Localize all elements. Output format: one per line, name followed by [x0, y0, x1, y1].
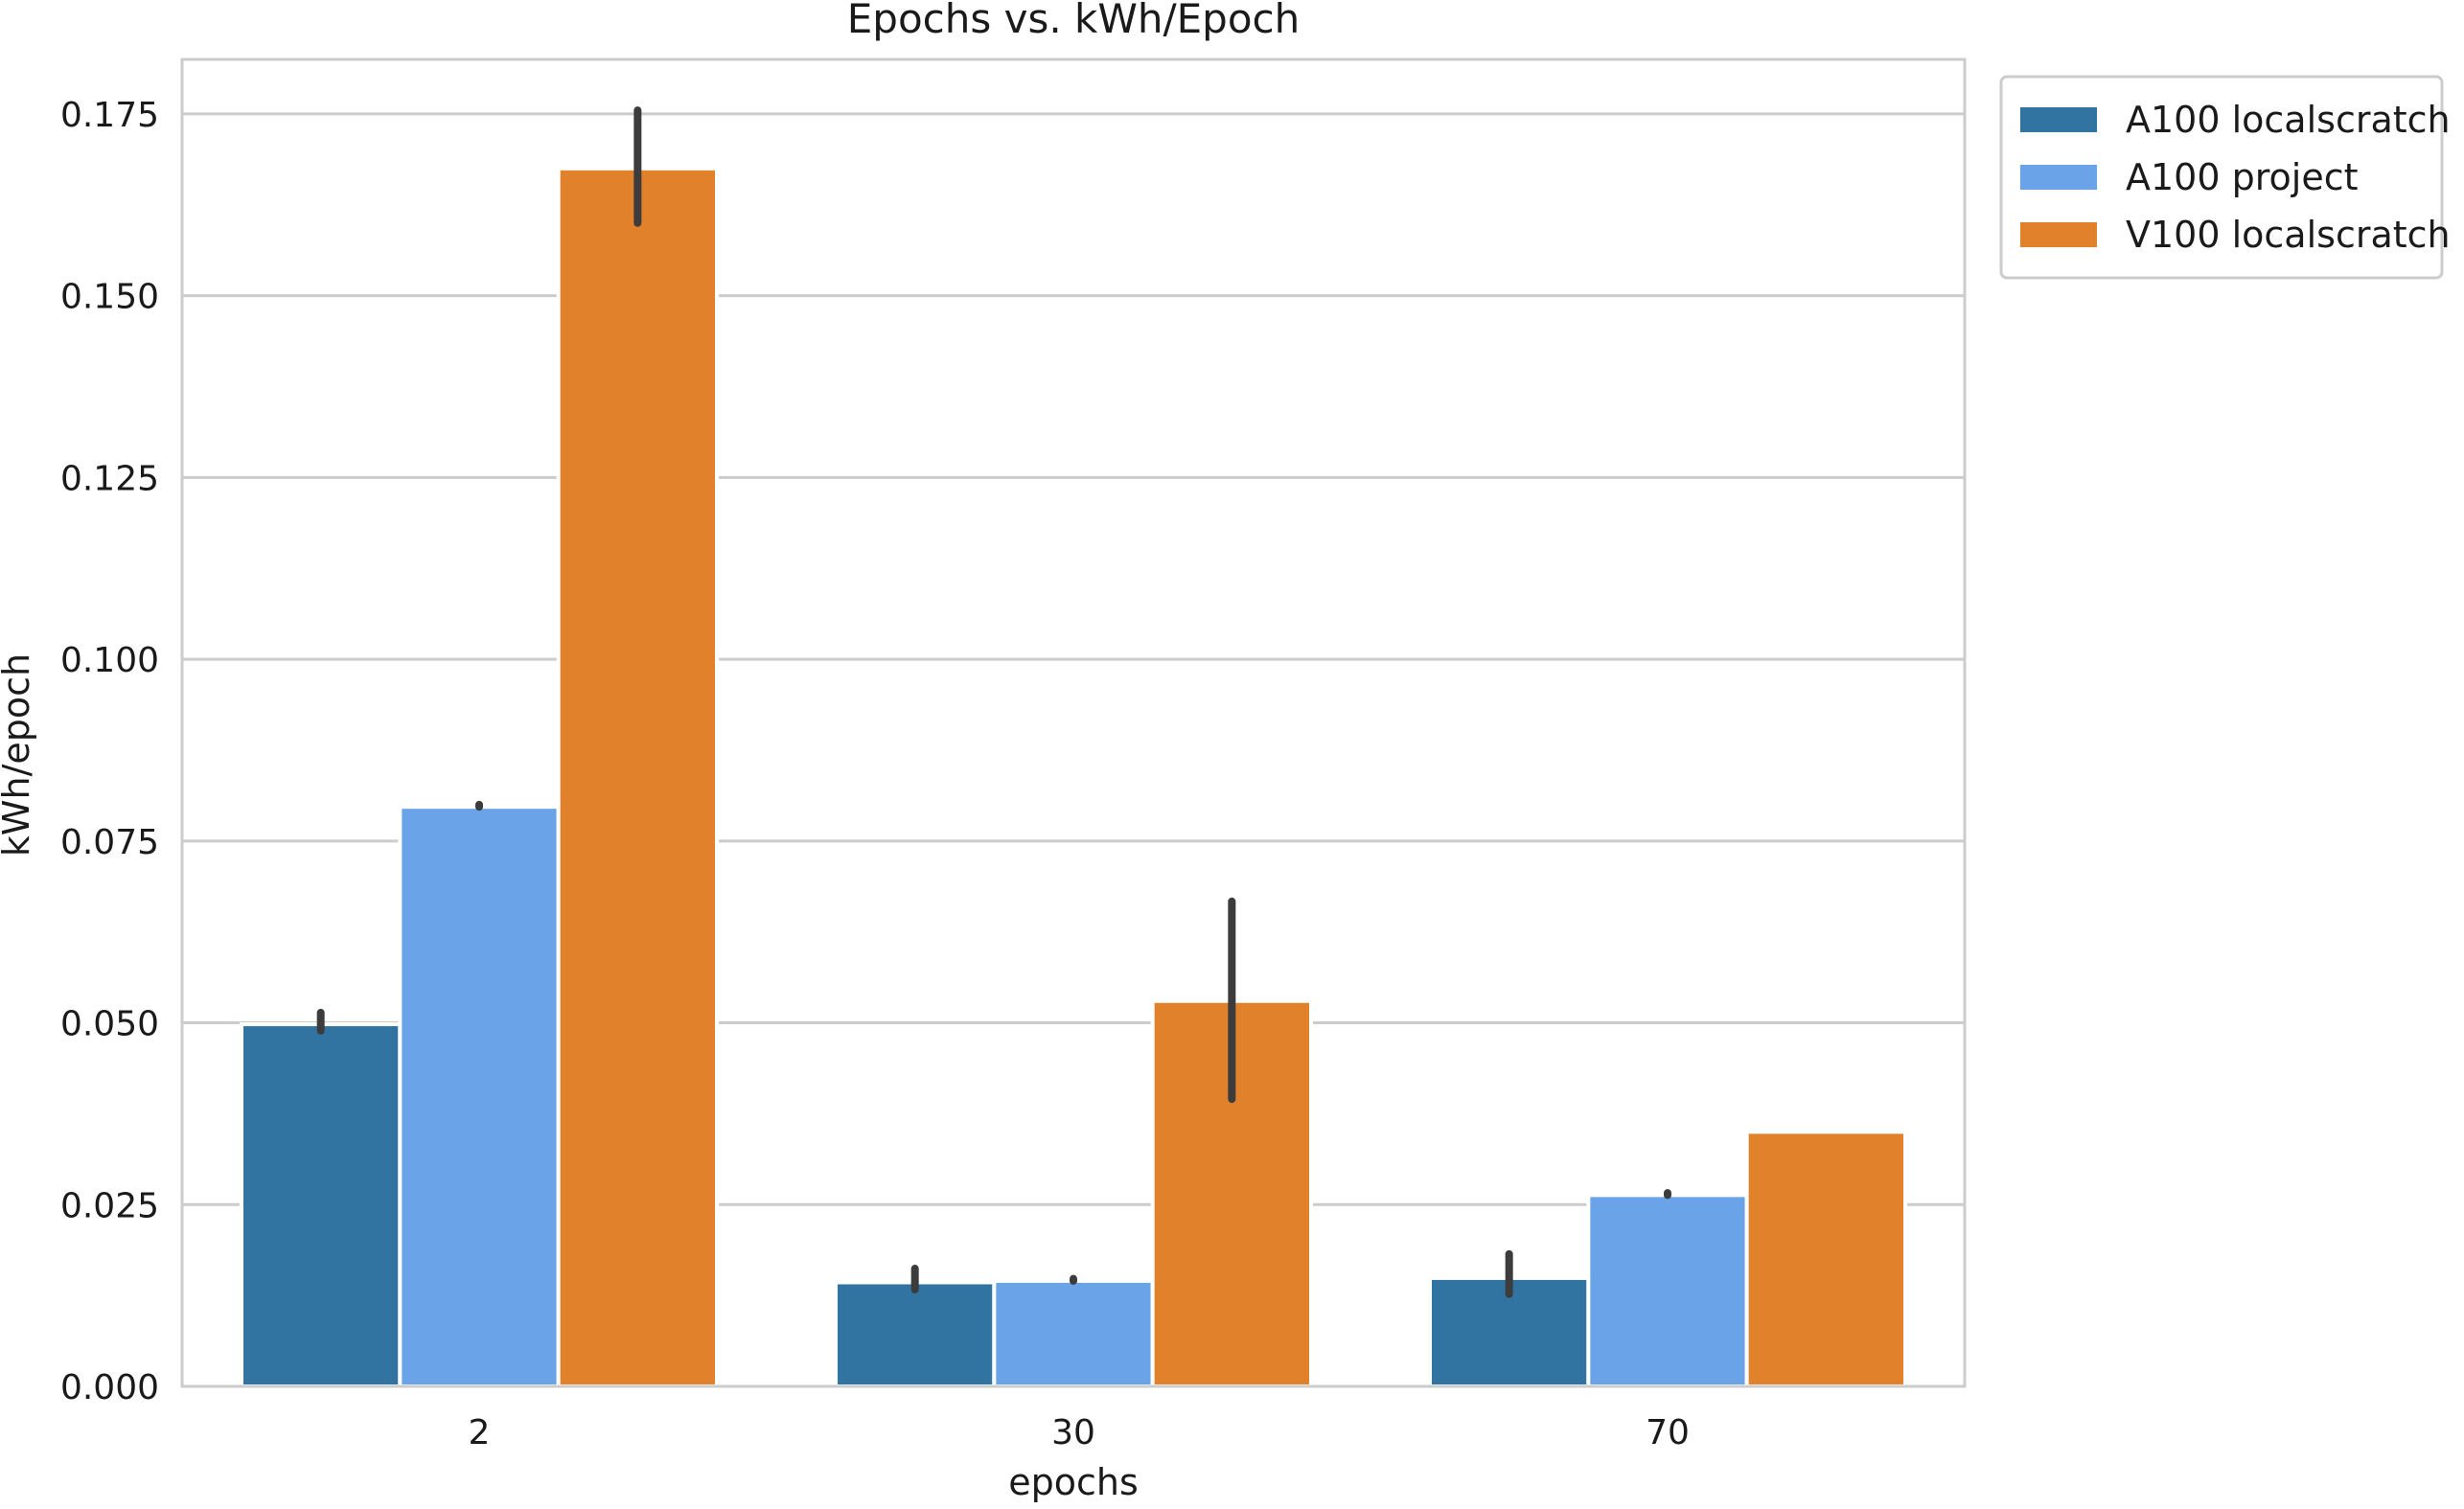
x-tick-label: 2: [469, 1413, 491, 1452]
legend: A100 localscratch A100 project V100 locals…: [1999, 75, 2451, 280]
y-tick-label: 0.050: [60, 1005, 159, 1044]
legend-label: V100 localscratch: [2126, 214, 2451, 256]
bars: [240, 166, 1907, 1389]
x-axis-label: epochs: [1008, 1461, 1139, 1503]
bar: [556, 166, 720, 1389]
y-axis-label: kWh/epoch: [0, 653, 37, 857]
legend-label: A100 localscratch: [2126, 99, 2451, 141]
bar: [992, 1278, 1155, 1388]
legend-swatch: [2020, 222, 2097, 247]
y-tick-label: 0.100: [60, 641, 159, 680]
bar: [240, 1022, 403, 1389]
chart-title: Epochs vs. kWh/Epoch: [847, 0, 1301, 42]
x-tick-labels: 2 30 70: [469, 1413, 1690, 1452]
legend-swatch: [2020, 107, 2097, 132]
legend-label: A100 project: [2126, 156, 2359, 198]
y-tick-label: 0.025: [60, 1186, 159, 1225]
bar: [1586, 1193, 1749, 1388]
y-tick-label: 0.175: [60, 96, 159, 135]
bar: [834, 1280, 997, 1388]
y-tick-label: 0.150: [60, 278, 159, 317]
x-tick-label: 70: [1646, 1413, 1690, 1452]
y-tick-label: 0.075: [60, 823, 159, 862]
plot-frame: [180, 57, 1967, 1388]
y-tick-labels: 0.000 0.025 0.050 0.075 0.100 0.125 0.150 0.175: [60, 96, 159, 1407]
bar: [398, 805, 561, 1388]
y-tick-label: 0.000: [60, 1368, 159, 1407]
legend-swatch: [2020, 165, 2097, 190]
y-tick-label: 0.125: [60, 459, 159, 498]
legend-box: [1999, 75, 2444, 280]
x-tick-label: 30: [1051, 1413, 1095, 1452]
error-bars: [316, 106, 1671, 1298]
bar: [1744, 1130, 1907, 1388]
